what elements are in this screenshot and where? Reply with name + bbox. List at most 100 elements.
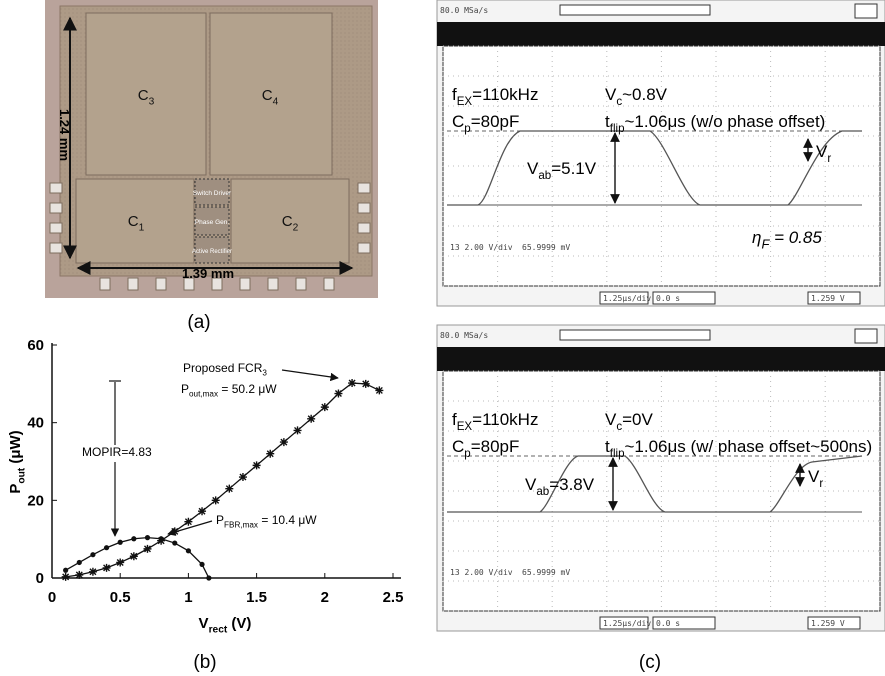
scope-header-bar	[559, 329, 711, 341]
caption: (a)	[187, 312, 210, 333]
subscript: 1	[139, 223, 145, 234]
text-part: t	[605, 112, 610, 131]
text-part: C	[262, 87, 273, 104]
x-tick-label: 0.5	[110, 589, 131, 606]
x-tick-label: 2	[321, 589, 329, 606]
param: tflip~1.06μs (w/o phase offset)	[605, 112, 825, 135]
subscript: out,max	[189, 390, 218, 399]
text-part: =80pF	[471, 112, 520, 131]
y-tick-label: 40	[27, 415, 44, 432]
vab-label: Vab=3.8V	[525, 475, 595, 498]
marker	[117, 539, 123, 545]
y-tick-label: 60	[27, 337, 44, 354]
param: fEX=110kHz	[452, 410, 538, 433]
marker	[129, 552, 138, 561]
subscript: rect	[209, 625, 228, 636]
text-part: =3.8V	[549, 475, 595, 494]
trigger-level: 1.259 V	[811, 294, 845, 303]
subscript: 4	[273, 97, 279, 108]
caption: (b)	[193, 652, 216, 673]
marker	[102, 563, 111, 572]
marker	[131, 536, 137, 542]
marker	[279, 438, 288, 447]
marker	[116, 558, 125, 567]
subscript: ab	[538, 170, 551, 182]
efficiency: ηF = 0.85	[752, 228, 822, 252]
text-part: = 0.85	[769, 228, 822, 247]
timebase: 1.25μs/div	[603, 294, 651, 303]
subscript: 3	[262, 369, 267, 378]
series-line	[65, 536, 210, 579]
waveform	[447, 130, 862, 206]
text-part: ~0.8V	[622, 85, 668, 104]
subscript: r	[819, 478, 823, 490]
block-label: Active Rectifier	[192, 249, 232, 255]
scope-icon	[854, 3, 878, 19]
marker	[252, 461, 261, 470]
text-part: V	[525, 475, 537, 494]
marker	[225, 484, 234, 493]
subscript: 2	[293, 223, 299, 234]
marker	[293, 426, 302, 435]
marker	[266, 449, 275, 458]
text-part: P	[216, 513, 224, 527]
block-label: Switch Driver	[193, 190, 232, 197]
dimension-label: 1.24 mm	[57, 109, 72, 161]
text-part: η	[752, 228, 761, 247]
param: fEX=110kHz	[452, 85, 538, 108]
status-box	[807, 291, 861, 305]
text-part: P	[181, 382, 189, 396]
marker	[143, 544, 152, 553]
annotation: PFBR,max = 10.4 μW	[216, 513, 317, 530]
text-part: f	[452, 410, 457, 429]
y-tick-label: 0	[36, 570, 44, 587]
waveform	[447, 455, 863, 513]
text-part: = 10.4 μW	[258, 513, 317, 527]
marker	[334, 389, 343, 398]
caption: (c)	[639, 652, 661, 673]
text-part: (μW)	[7, 430, 24, 468]
subscript: out	[17, 467, 28, 483]
text-part: C	[282, 213, 293, 230]
status-box	[652, 291, 716, 305]
scope-top-band	[437, 22, 885, 46]
marker	[211, 496, 220, 505]
subscript: EX	[457, 96, 473, 108]
scope-icon	[854, 328, 878, 344]
text-part: ~1.06μs (w/o phase offset)	[625, 112, 826, 131]
marker	[320, 403, 329, 412]
marker	[238, 473, 247, 482]
text-part: (V)	[227, 615, 251, 632]
marker	[307, 414, 316, 423]
y-tick-label: 20	[27, 492, 44, 509]
marker	[198, 507, 207, 516]
delay: 0.0 s	[656, 294, 680, 303]
sample-rate: 80.0 MSa/s	[440, 331, 488, 340]
subscript: flip	[610, 123, 625, 135]
trigger-level: 1.259 V	[811, 619, 845, 628]
annotation: Proposed FCR3	[183, 361, 267, 378]
text-part: =0V	[622, 410, 653, 429]
text-part: V	[605, 410, 617, 429]
param: Vc~0.8V	[605, 85, 668, 108]
marker	[158, 536, 164, 542]
channel-scale: 13 2.00 V/div	[450, 243, 513, 252]
vab-label: Vab=5.1V	[527, 159, 597, 182]
marker	[170, 527, 179, 536]
subscript: 3	[149, 97, 155, 108]
subscript: p	[464, 448, 470, 460]
marker	[206, 575, 212, 581]
subscript: c	[616, 421, 622, 433]
text-part: C	[128, 213, 139, 230]
subscript: p	[464, 123, 470, 135]
marker	[76, 559, 82, 566]
text-part: C	[138, 87, 149, 104]
text-part: f	[452, 85, 457, 104]
subscript: r	[827, 153, 831, 165]
text-part: V	[527, 159, 539, 178]
subscript: flip	[610, 448, 625, 460]
chart: 0 0.5 1 1.5 2 2.5 0 20 40 60	[27, 337, 403, 606]
timebase: 1.25μs/div	[603, 619, 651, 628]
x-tick-label: 1.5	[246, 589, 267, 606]
